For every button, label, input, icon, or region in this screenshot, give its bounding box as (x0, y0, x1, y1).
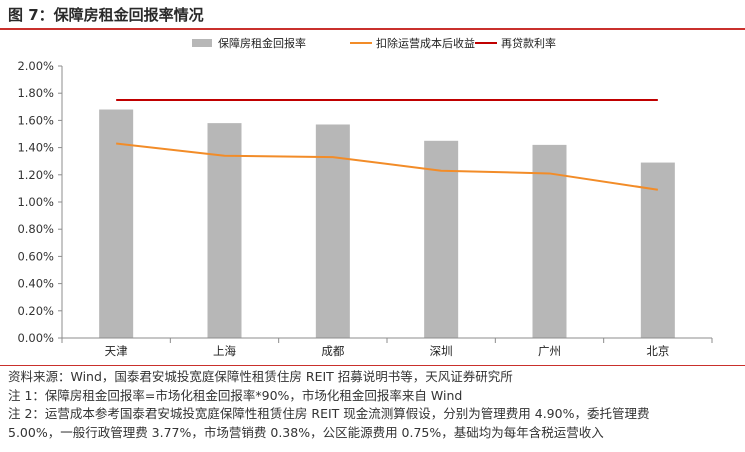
x-tick-label: 天津 (105, 344, 128, 358)
y-tick-label: 1.40% (17, 141, 54, 155)
source-note: 资料来源：Wind，国泰君安城投宽庭保障性租赁住房 REIT 招募说明书等，天风… (8, 369, 513, 384)
y-tick-label: 1.00% (17, 195, 54, 209)
bar (532, 144, 567, 338)
y-tick-label: 1.60% (17, 113, 54, 127)
bar (640, 162, 675, 338)
y-tick-label: 0.00% (17, 331, 54, 345)
legend-label: 扣除运营成本后收益 (376, 36, 475, 50)
legend-label: 保障房租金回报率 (218, 36, 306, 50)
y-tick-label: 1.80% (17, 86, 54, 100)
notes-block: 资料来源：Wind，国泰君安城投宽庭保障性租赁住房 REIT 招募说明书等，天风… (8, 368, 743, 442)
notes-divider (0, 365, 745, 366)
chart-area: 0.00% 0.20% 0.40% 0.60% 0.80% 1.00% 1.20% 1.40%… (17, 36, 713, 358)
figure-title: 图 7：保障房租金回报率情况 (8, 6, 204, 24)
x-tick-label: 北京 (646, 344, 669, 358)
legend-label: 再贷款利率 (501, 36, 556, 50)
y-tick-label: 0.80% (17, 222, 54, 236)
y-tick-label: 1.20% (17, 168, 54, 182)
bar (99, 109, 134, 339)
series-line (116, 142, 658, 191)
x-tick-label: 深圳 (430, 344, 453, 358)
legend-swatch (192, 39, 212, 47)
y-tick-label: 0.40% (17, 277, 54, 291)
x-tick-label: 成都 (321, 344, 344, 358)
title-divider (0, 28, 745, 30)
y-tick-label: 2.00% (17, 59, 54, 73)
x-tick-label: 上海 (213, 344, 236, 358)
note-2-line-2: 5.00%，一般行政管理费 3.77%，市场营销费 0.38%，公区能源费用 0… (8, 424, 604, 440)
bar (315, 124, 350, 338)
note-2-line-1: 注 2：运营成本参考国泰君安城投宽庭保障性租赁住房 REIT 现金流测算假设，分… (8, 406, 650, 421)
note-1: 注 1：保障房租金回报率=市场化租金回报率*90%，市场化租金回报率来自 Win… (8, 387, 463, 403)
y-tick-label: 0.20% (17, 304, 54, 318)
bar (207, 123, 242, 339)
y-tick-label: 0.60% (17, 249, 54, 263)
bar (424, 140, 459, 338)
x-tick-label: 广州 (538, 344, 561, 358)
